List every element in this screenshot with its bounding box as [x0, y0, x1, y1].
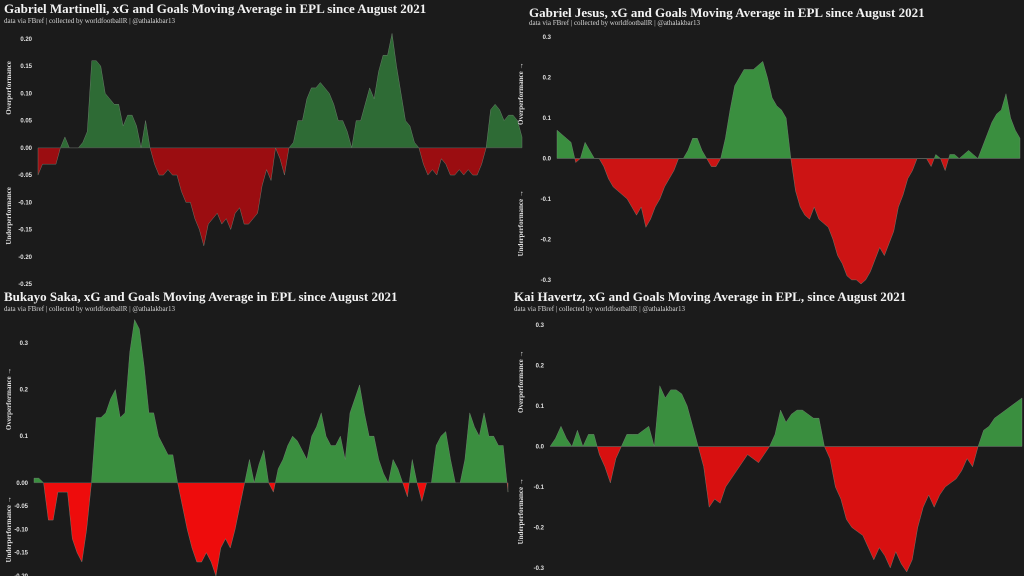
y-tick-label: -0.25 [18, 282, 32, 288]
y-tick-label: 0.15 [20, 64, 32, 70]
y-tick-label: -0.15 [14, 551, 28, 557]
area-chart: 0.3 0.2 0.1 0.0 -0.1 -0.2 -0.3 Overperformance … [517, 35, 1021, 285]
overperformance-area [33, 319, 509, 483]
chart-subtitle: data via FBref | collected by worldfootb… [529, 19, 700, 27]
underperformance-area [37, 147, 523, 246]
overperformance-label: Overperformance → [517, 351, 525, 413]
chart-panel-saka: Bukayo Saka, xG and Goals Moving Average… [0, 288, 512, 576]
area-chart: 0.3 0.2 0.1 0.00 -0.05 -0.10 -0.15 -0.20 Overper… [5, 319, 509, 576]
overperformance-label: Overperformance → [517, 63, 525, 125]
chart-panel-jesus: Gabriel Jesus, xG and Goals Moving Avera… [512, 0, 1024, 288]
overperformance-area [37, 33, 523, 148]
y-tick-label: 0.00 [20, 146, 32, 152]
chart-title: Kai Havertz, xG and Goals Moving Average… [514, 289, 907, 304]
chart-subtitle: data via FBref | collected by worldfootb… [514, 305, 685, 313]
chart-panel-martinelli: Gabriel Martinelli, xG and Goals Moving … [0, 0, 523, 288]
underperformance-area [549, 446, 1023, 573]
y-tick-label: -0.10 [14, 527, 28, 533]
area-chart: 0.3 0.2 0.1 0.0 -0.1 -0.2 -0.3 Overperformance … [517, 323, 1023, 573]
y-tick-label: 0.10 [20, 91, 32, 97]
area-chart: 0.20 0.15 0.10 0.05 0.00 -0.05 -0.10 -0.15 -0.20… [5, 33, 523, 288]
y-tick-label: 0.1 [543, 116, 552, 122]
overperformance-label: Overperformance → [5, 368, 13, 430]
chart-panel-havertz: Kai Havertz, xG and Goals Moving Average… [512, 288, 1024, 576]
y-tick-label: 0.00 [16, 481, 28, 487]
underperformance-label: Underperformance → [517, 190, 525, 256]
overperformance-label: Overperformance [5, 61, 13, 115]
underperformance-area [556, 158, 1021, 285]
y-tick-label: 0.2 [543, 76, 552, 82]
y-tick-label: 0.2 [536, 364, 545, 370]
chart-subtitle: data via FBref | collected by worldfootb… [4, 17, 175, 25]
y-tick-label: -0.05 [14, 504, 28, 510]
underperformance-label: Underperformance [5, 187, 13, 245]
y-tick-label: -0.05 [18, 173, 32, 179]
y-tick-label: -0.1 [534, 485, 545, 491]
y-tick-label: 0.05 [20, 119, 32, 125]
y-tick-label: -0.3 [534, 566, 545, 572]
y-tick-label: 0.1 [536, 404, 545, 410]
chart-subtitle: data via FBref | collected by worldfootb… [4, 305, 175, 313]
overperformance-area [556, 61, 1021, 159]
underperformance-label: Underperformance → [5, 496, 13, 562]
y-tick-label: 0.1 [20, 434, 29, 440]
underperformance-area [33, 482, 509, 576]
y-tick-label: 0.0 [543, 157, 552, 163]
y-tick-label: 0.3 [536, 323, 545, 329]
y-tick-label: 0.3 [20, 341, 29, 347]
y-tick-label: -0.2 [541, 237, 552, 243]
overperformance-area [549, 385, 1023, 447]
y-tick-label: 0.0 [536, 445, 545, 451]
y-tick-label: -0.3 [541, 278, 552, 284]
chart-title: Gabriel Jesus, xG and Goals Moving Avera… [529, 5, 925, 20]
underperformance-label: Underperformance → [517, 478, 525, 544]
y-tick-label: 0.2 [20, 388, 29, 394]
y-tick-label: -0.20 [18, 255, 32, 261]
y-tick-label: -0.10 [18, 200, 32, 206]
y-tick-label: 0.20 [20, 37, 32, 43]
y-tick-label: -0.1 [541, 197, 552, 203]
chart-title: Bukayo Saka, xG and Goals Moving Average… [4, 289, 398, 304]
chart-title: Gabriel Martinelli, xG and Goals Moving … [4, 1, 427, 16]
y-tick-label: -0.2 [534, 525, 545, 531]
y-tick-label: 0.3 [543, 35, 552, 41]
y-tick-label: -0.20 [14, 574, 28, 576]
y-tick-label: -0.15 [18, 228, 32, 234]
